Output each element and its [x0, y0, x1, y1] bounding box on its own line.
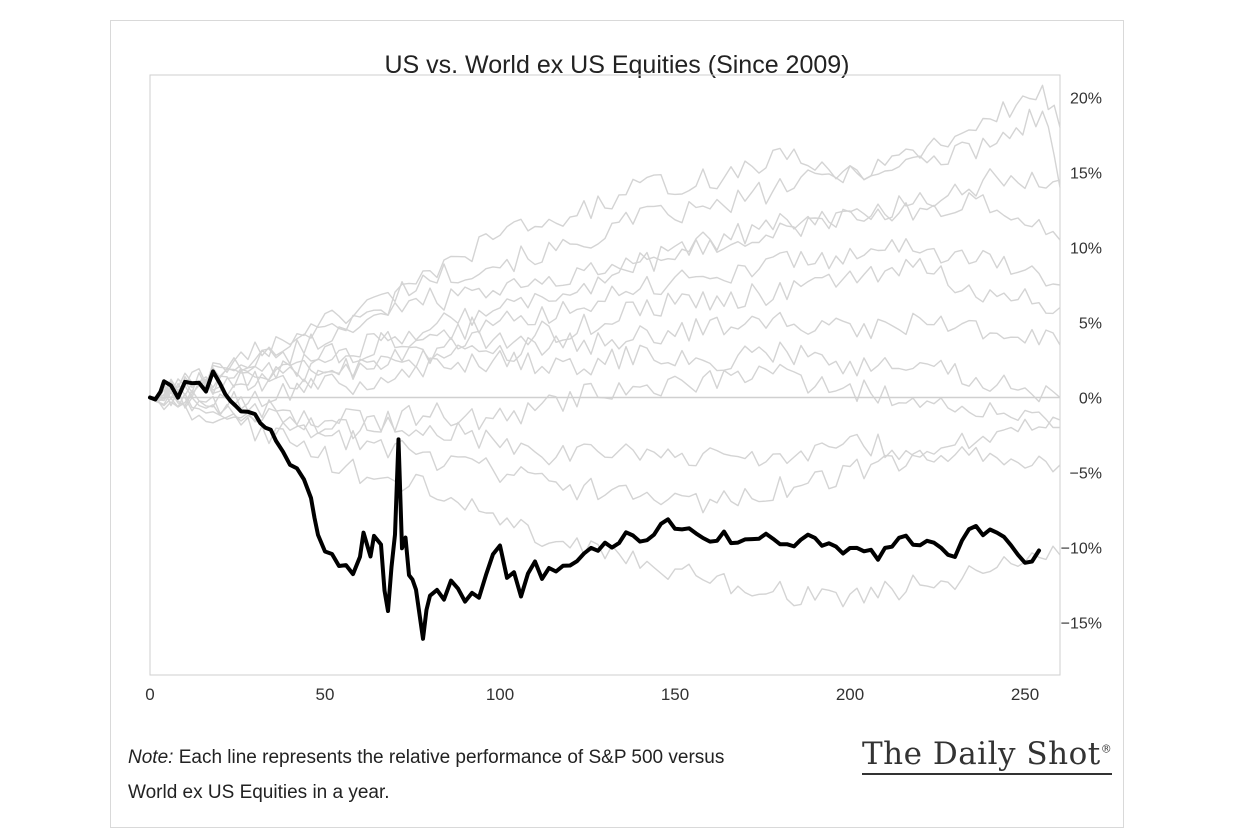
brand-name: The Daily Shot — [862, 736, 1101, 772]
chart-title: US vs. World ex US Equities (Since 2009) — [384, 51, 850, 79]
x-tick-label: 200 — [836, 685, 864, 704]
y-tick-label: 15% — [1070, 166, 1102, 183]
brand-registered-mark: ® — [1100, 742, 1113, 756]
background-series-line — [149, 192, 1061, 407]
brand-logo: The Daily Shot® — [862, 736, 1113, 775]
background-series-line — [149, 84, 1061, 402]
background-series-line — [149, 341, 1061, 415]
y-tick-label: −5% — [1070, 466, 1102, 483]
x-tick-label: 150 — [661, 685, 689, 704]
x-tick-label: 250 — [1011, 685, 1039, 704]
y-axis: 20% 15% 10% 5% 0% −5% −10% −15% — [1061, 91, 1102, 633]
y-tick-label: 5% — [1079, 316, 1102, 333]
background-series-line — [149, 257, 1061, 401]
note-label: Note: — [128, 747, 174, 768]
background-series-line — [149, 108, 1061, 401]
y-tick-label: 0% — [1079, 391, 1102, 408]
background-series-line — [149, 168, 1061, 399]
y-tick-label: 20% — [1070, 91, 1102, 108]
highlight-series-group — [148, 369, 1041, 641]
x-tick-label: 0 — [145, 685, 154, 704]
x-tick-label: 50 — [316, 685, 335, 704]
background-series-group — [149, 84, 1061, 608]
x-tick-label: 100 — [486, 685, 514, 704]
y-tick-label: 10% — [1070, 241, 1102, 258]
x-axis: 0 50 100 150 200 250 — [145, 685, 1039, 704]
background-series-line — [149, 393, 1061, 514]
background-series-line — [149, 392, 1061, 608]
background-series-line — [149, 389, 1061, 467]
y-tick-label: −15% — [1061, 616, 1102, 633]
highlighted-series-line — [148, 369, 1041, 641]
plot-area — [149, 74, 1061, 676]
y-tick-label: −10% — [1061, 541, 1102, 558]
background-series-line — [149, 363, 1060, 440]
chart-note: Note: Each line represents the relative … — [128, 740, 768, 810]
note-text: Each line represents the relative perfor… — [128, 747, 725, 803]
background-series-line — [149, 311, 1061, 402]
background-series-line — [149, 238, 1061, 402]
chart-card: US vs. World ex US Equities (Since 2009) — [110, 20, 1124, 828]
